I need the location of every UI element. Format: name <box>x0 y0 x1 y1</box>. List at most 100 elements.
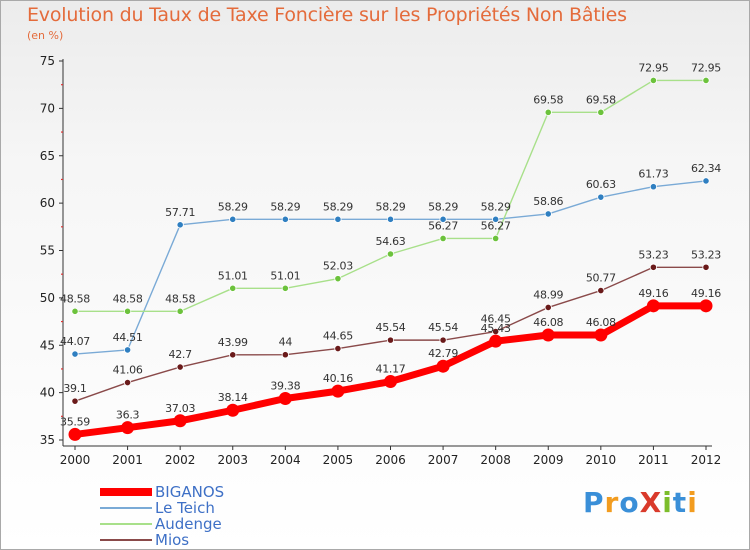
logo-letter: r <box>604 486 620 519</box>
data-point <box>121 421 135 435</box>
data-label: 44.51 <box>113 331 143 344</box>
data-label: 48.58 <box>113 292 143 305</box>
data-point <box>176 307 184 315</box>
data-label: 58.29 <box>270 200 300 213</box>
y-tick-label: 35 <box>40 433 55 447</box>
data-point <box>386 336 395 344</box>
x-tick-label: 2003 <box>217 453 248 467</box>
data-point <box>334 275 342 283</box>
data-point <box>68 427 82 441</box>
x-tick-label: 2001 <box>112 453 143 467</box>
legend-swatch-audenge <box>100 523 152 525</box>
data-point <box>123 378 132 387</box>
x-tick-label: 2004 <box>270 453 301 467</box>
data-label: 69.58 <box>533 93 563 106</box>
data-point <box>386 215 395 223</box>
data-label: 48.58 <box>60 292 90 305</box>
y-tick-label: 60 <box>40 196 55 210</box>
data-label: 48.58 <box>165 292 195 305</box>
data-label: 49.16 <box>638 287 668 300</box>
data-point <box>229 215 237 223</box>
data-point <box>281 351 289 359</box>
legend-swatch-le-teich <box>100 507 152 509</box>
logo-letter: i <box>662 486 673 519</box>
y-tick-label: 45 <box>40 338 55 352</box>
data-label: 58.29 <box>376 200 406 213</box>
data-point <box>334 215 342 223</box>
data-point <box>439 336 447 344</box>
data-label: 39.38 <box>270 379 300 392</box>
data-point <box>594 328 608 342</box>
data-label: 58.86 <box>533 195 563 208</box>
y-tick-label: 70 <box>40 101 55 115</box>
y-tick-label: 40 <box>40 386 55 400</box>
data-point <box>439 234 447 243</box>
data-point <box>123 307 132 315</box>
data-label: 62.34 <box>691 162 721 175</box>
data-label: 58.29 <box>323 200 353 213</box>
logo-letter: o <box>619 486 640 519</box>
x-tick-label: 2007 <box>428 453 459 467</box>
data-label: 51.01 <box>270 269 300 282</box>
data-label: 43.99 <box>218 336 248 349</box>
data-point <box>384 375 397 389</box>
data-label: 61.73 <box>638 168 668 181</box>
data-label: 53.23 <box>638 248 668 261</box>
data-point <box>649 76 658 85</box>
data-label: 46.08 <box>533 316 563 329</box>
data-label: 38.14 <box>218 391 248 404</box>
data-point <box>281 215 289 223</box>
data-label: 45.54 <box>376 321 406 334</box>
data-label: 44.07 <box>60 335 90 348</box>
data-label: 69.58 <box>586 93 616 106</box>
chart-subtitle: (en %) <box>27 29 64 42</box>
data-label: 40.16 <box>323 372 353 385</box>
data-point <box>226 403 240 417</box>
data-label: 35.59 <box>60 415 90 428</box>
logo-letter: t <box>672 486 688 519</box>
data-label: 46.45 <box>481 313 511 326</box>
data-point <box>489 334 503 348</box>
x-tick-label: 2012 <box>691 453 722 467</box>
data-point <box>123 346 132 354</box>
data-label: 58.29 <box>218 200 248 213</box>
x-tick-label: 2000 <box>60 453 91 467</box>
data-label: 48.99 <box>533 288 563 301</box>
data-label: 53.23 <box>691 248 721 261</box>
data-label: 58.29 <box>428 200 458 213</box>
data-point <box>544 210 552 218</box>
data-label: 41.06 <box>113 364 143 377</box>
data-point <box>334 344 342 353</box>
data-label: 42.79 <box>428 347 458 360</box>
data-point <box>173 414 187 428</box>
data-label: 50.77 <box>586 272 616 285</box>
data-label: 60.63 <box>586 178 616 191</box>
data-point <box>439 215 447 223</box>
data-label: 37.03 <box>165 402 195 415</box>
data-label: 51.01 <box>218 269 248 282</box>
data-point <box>229 351 237 359</box>
logo-letter: i <box>687 486 698 519</box>
x-tick-label: 2008 <box>480 453 511 467</box>
data-point <box>278 391 292 405</box>
data-point <box>71 350 79 358</box>
logo-letter: X <box>639 486 663 519</box>
y-tick-label: 75 <box>40 54 55 68</box>
x-tick-label: 2009 <box>533 453 564 467</box>
data-point <box>331 384 345 398</box>
y-tick-label: 55 <box>40 244 55 258</box>
y-tick-label: 65 <box>40 149 55 163</box>
legend-label-mios: Mios <box>155 531 190 549</box>
data-label: 41.17 <box>376 363 406 376</box>
legend-swatch-biganos <box>100 488 152 496</box>
legend-label-biganos: BIGANOS <box>155 483 225 501</box>
data-point <box>702 177 710 185</box>
data-point <box>492 234 500 243</box>
data-point <box>229 284 237 292</box>
proxiti-logo: ProXiti <box>583 486 698 519</box>
data-point <box>281 284 289 292</box>
data-point <box>386 250 395 258</box>
data-point <box>544 303 552 312</box>
